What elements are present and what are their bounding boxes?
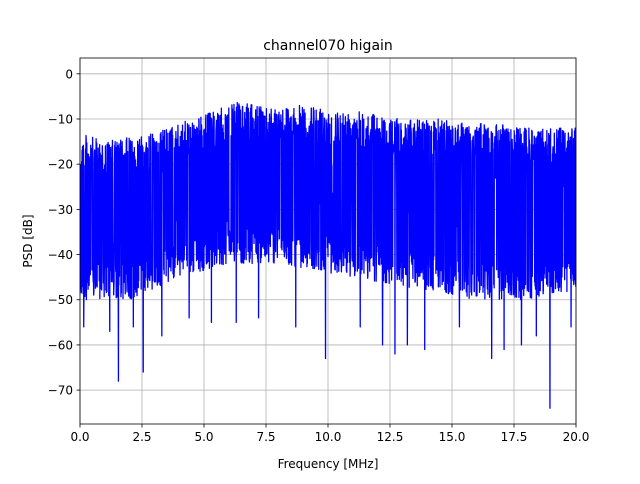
y-tick-label: −50 — [48, 293, 73, 307]
y-tick-label: −10 — [48, 113, 73, 127]
y-tick-label: −20 — [48, 158, 73, 172]
x-tick-label: 7.5 — [256, 430, 275, 444]
x-tick-label: 5.0 — [194, 430, 213, 444]
y-tick-label: −60 — [48, 338, 73, 352]
x-tick-label: 2.5 — [132, 430, 151, 444]
psd-series-line — [80, 101, 576, 409]
x-axis-ticks: 0.0 2.5 5.0 7.5 10.0 12.5 15.0 17.5 20.0 — [70, 424, 589, 444]
y-axis-label: PSD [dB] — [21, 214, 35, 267]
x-tick-label: 0.0 — [70, 430, 89, 444]
x-tick-label: 10.0 — [315, 430, 342, 444]
y-axis-ticks: 0 −10 −20 −30 −40 −50 −60 −70 — [48, 67, 80, 398]
x-tick-label: 17.5 — [501, 430, 528, 444]
y-tick-label: 0 — [65, 67, 73, 81]
x-tick-label: 12.5 — [377, 430, 404, 444]
x-tick-label: 15.0 — [439, 430, 466, 444]
y-tick-label: −70 — [48, 384, 73, 398]
x-tick-label: 20.0 — [563, 430, 590, 444]
chart-title: channel070 higain — [263, 38, 393, 54]
x-axis-label: Frequency [MHz] — [278, 457, 379, 471]
y-tick-label: −30 — [48, 203, 73, 217]
y-tick-label: −40 — [48, 248, 73, 262]
series-psd — [80, 101, 576, 409]
